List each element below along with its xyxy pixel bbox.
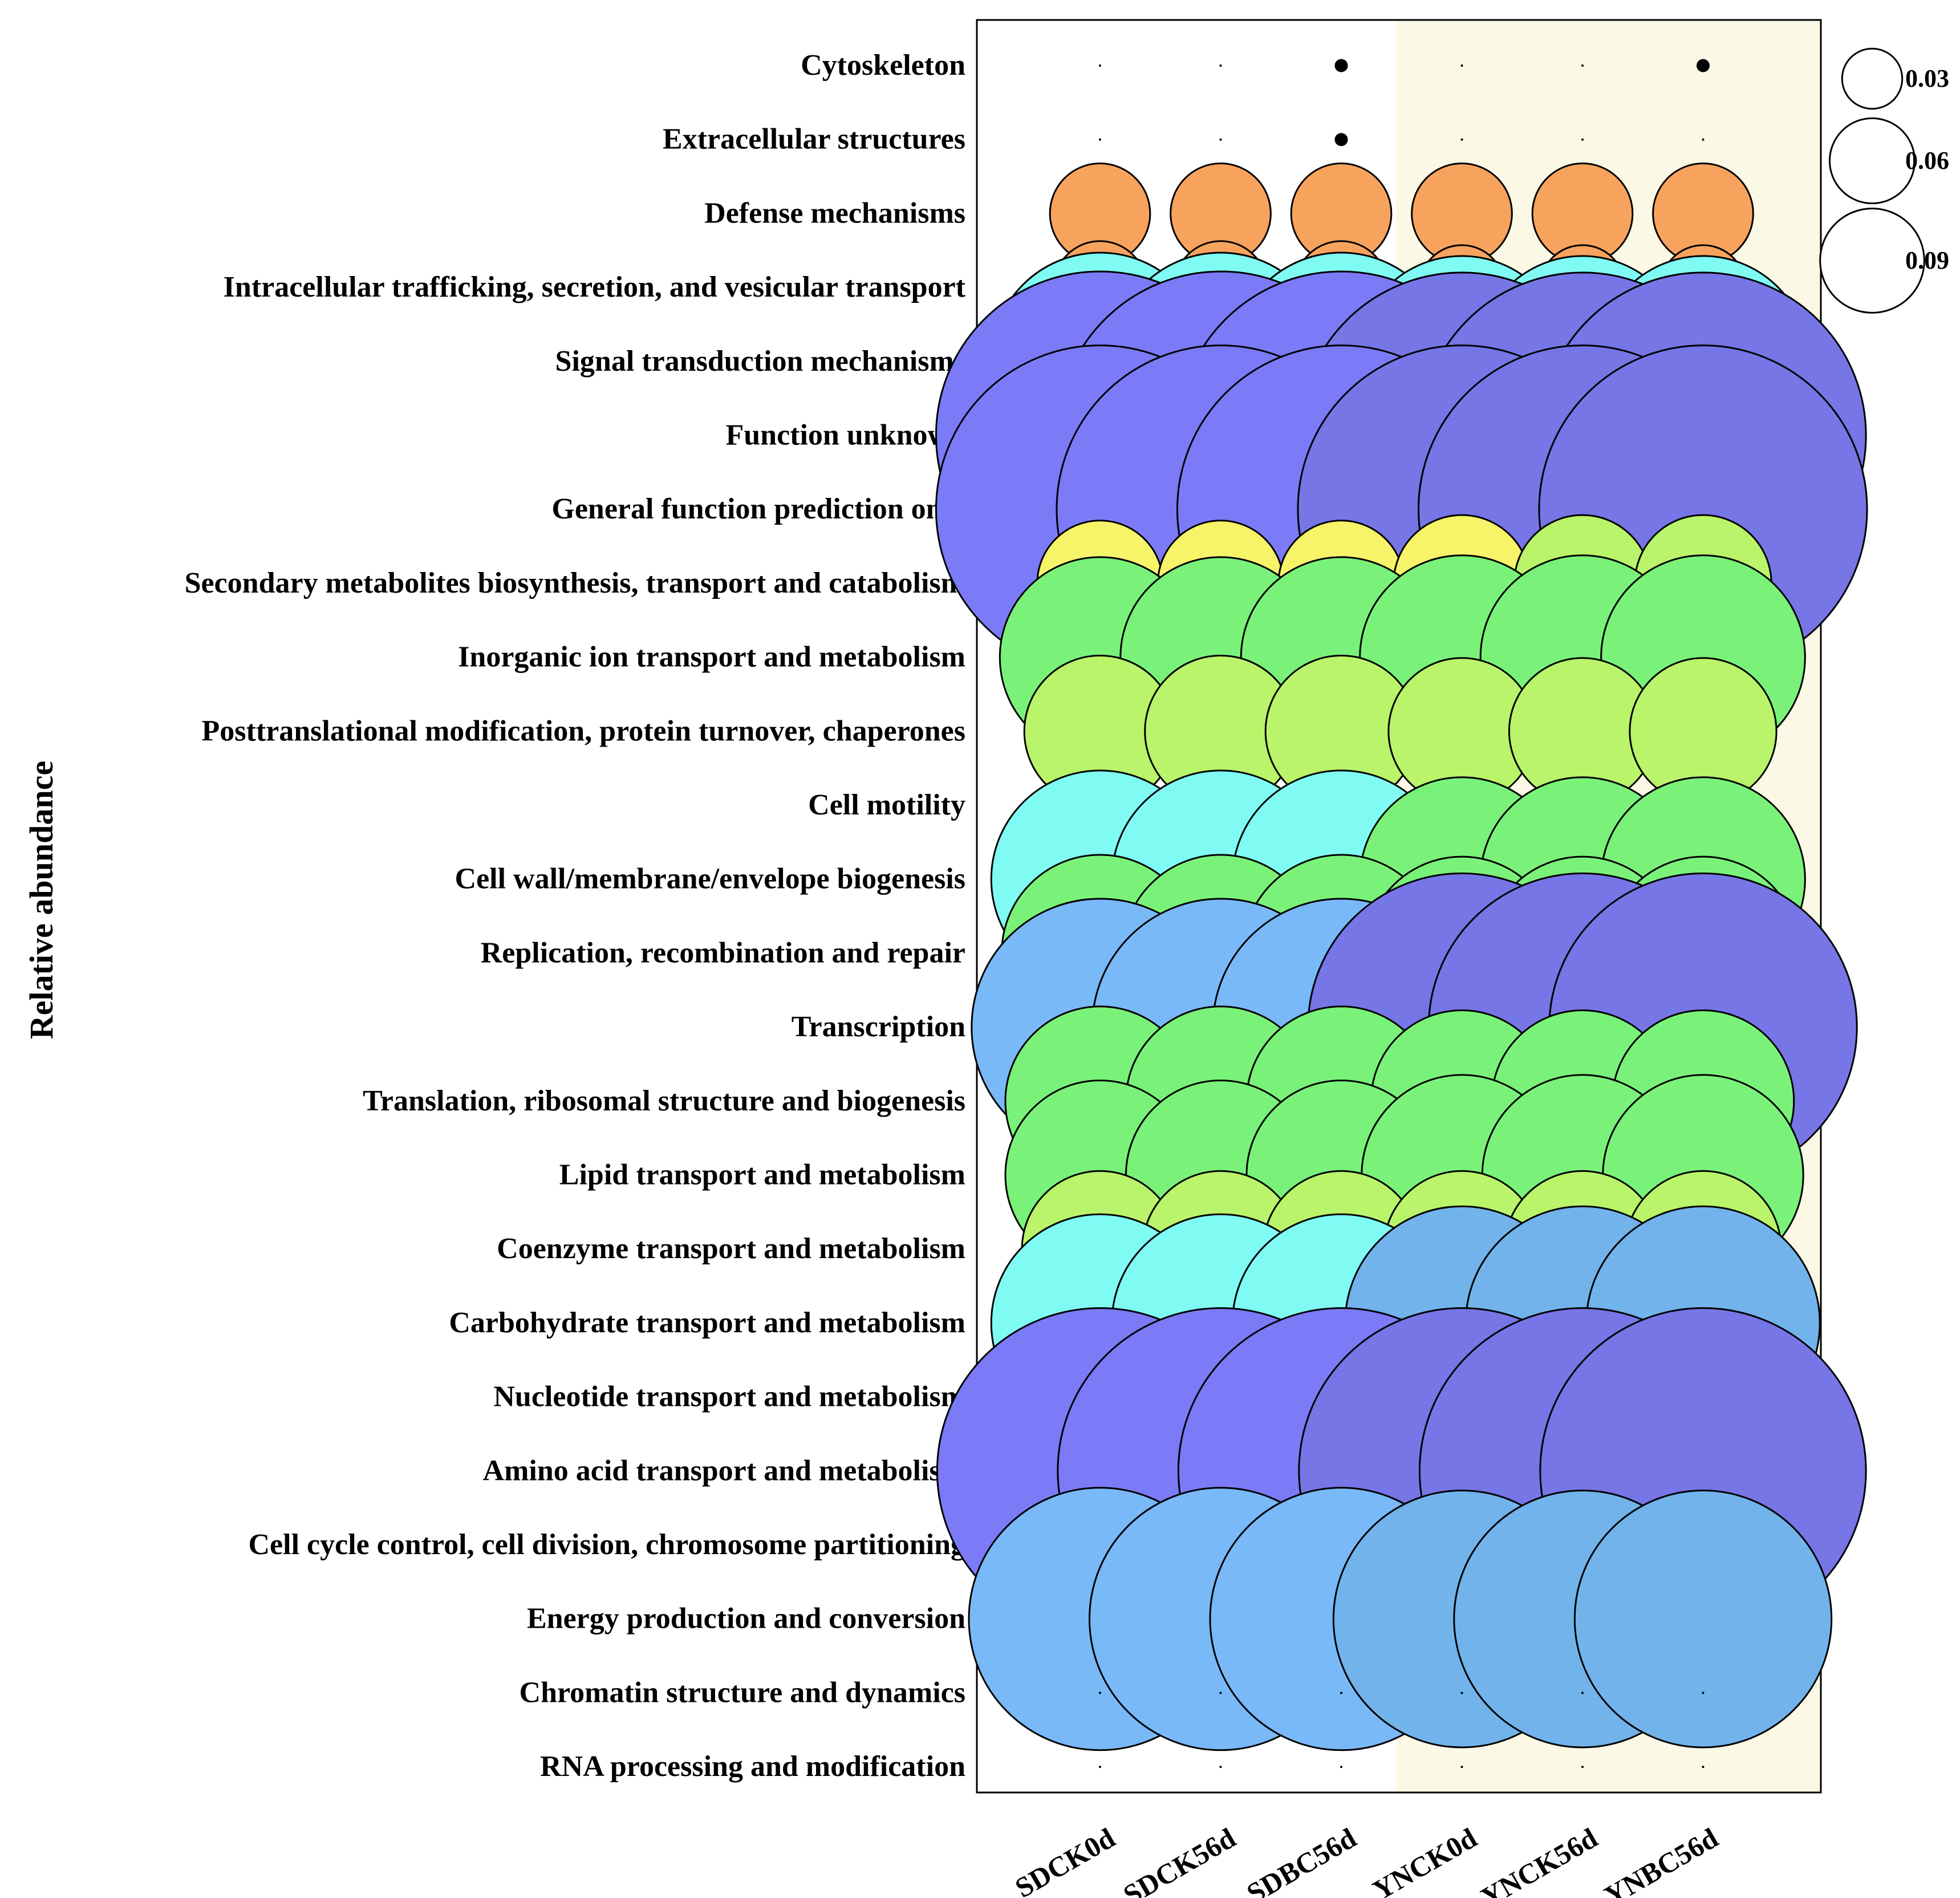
bubble bbox=[1581, 138, 1584, 141]
legend-size-circle bbox=[1819, 208, 1925, 314]
legend-size-circle bbox=[1828, 117, 1916, 205]
bubble bbox=[1697, 59, 1710, 72]
bubble bbox=[1340, 1766, 1342, 1769]
y-tick-label: Posttranslational modification, protein … bbox=[202, 715, 965, 747]
y-tick-label: Signal transduction mechanisms bbox=[555, 345, 965, 378]
y-tick-label: Cell wall/membrane/envelope biogenesis bbox=[455, 863, 965, 895]
bubble bbox=[1460, 64, 1463, 67]
bubble bbox=[1219, 138, 1222, 141]
y-tick-label: Function unknown bbox=[725, 419, 965, 452]
bubble bbox=[1340, 1692, 1342, 1694]
y-tick-label: Carbohydrate transport and metabolism bbox=[449, 1307, 965, 1339]
y-tick-label: Replication, recombination and repair bbox=[481, 936, 965, 969]
legend-size-label: 0.06 bbox=[1905, 147, 1949, 175]
x-tick-label: SDCK56d bbox=[1118, 1822, 1241, 1898]
x-tick-label: SDCK0d bbox=[1009, 1822, 1120, 1898]
legend-size-label: 0.03 bbox=[1905, 64, 1949, 92]
x-tick-label: YNCK0d bbox=[1367, 1822, 1482, 1898]
bubble bbox=[1219, 64, 1222, 67]
bubble bbox=[1099, 64, 1101, 67]
bubble bbox=[1334, 59, 1348, 72]
bubble bbox=[1581, 1766, 1584, 1769]
bubble bbox=[1334, 133, 1348, 147]
y-tick-label: Nucleotide transport and metabolism bbox=[493, 1381, 965, 1413]
y-tick-label: Translation, ribosomal structure and bio… bbox=[363, 1085, 965, 1117]
y-tick-label: Cell motility bbox=[808, 789, 965, 821]
bubble bbox=[1460, 138, 1463, 141]
y-tick-label: Chromatin structure and dynamics bbox=[520, 1676, 965, 1709]
bubble bbox=[1581, 1692, 1584, 1694]
y-tick-label: Coenzyme transport and metabolism bbox=[497, 1232, 965, 1265]
y-tick-label: Extracellular structures bbox=[663, 123, 965, 156]
bubble bbox=[1702, 1766, 1705, 1769]
y-tick-label: Amino acid transport and metabolism bbox=[483, 1454, 965, 1487]
y-axis-label: Relative abundance bbox=[23, 761, 60, 1039]
size-legend: 0.03 0.06 0.09 bbox=[1819, 47, 1949, 314]
bubble bbox=[1573, 1490, 1833, 1749]
bubble bbox=[1099, 1692, 1101, 1694]
y-tick-label: Transcription bbox=[792, 1011, 965, 1043]
y-tick-label: Energy production and conversion bbox=[527, 1603, 965, 1635]
bubble bbox=[1581, 64, 1584, 67]
y-tick-label: Defense mechanisms bbox=[704, 197, 965, 229]
bubble bbox=[1702, 1692, 1705, 1694]
legend-size-label: 0.09 bbox=[1905, 246, 1949, 274]
plot-frame bbox=[976, 19, 1822, 1794]
y-tick-label: Lipid transport and metabolism bbox=[559, 1159, 965, 1191]
bubble bbox=[1460, 1766, 1463, 1769]
x-tick-label: YNCK56d bbox=[1476, 1822, 1603, 1898]
legend-size-circle bbox=[1841, 47, 1904, 110]
bubble bbox=[1219, 1692, 1222, 1694]
y-tick-label: Cytoskeleton bbox=[801, 49, 965, 82]
y-tick-label: Cell cycle control, cell division, chrom… bbox=[249, 1528, 966, 1561]
bubble bbox=[1099, 1766, 1101, 1769]
y-tick-label: General function prediction only bbox=[551, 493, 965, 525]
x-tick-label: SDBC56d bbox=[1241, 1822, 1362, 1898]
y-tick-label: Intracellular trafficking, secretion, an… bbox=[224, 271, 966, 303]
y-tick-label: RNA processing and modification bbox=[540, 1750, 965, 1783]
bubble bbox=[1460, 1692, 1463, 1694]
bubble bbox=[1099, 138, 1101, 141]
bubble bbox=[1219, 1766, 1222, 1769]
bubble bbox=[1702, 138, 1705, 141]
y-tick-label: Secondary metabolites biosynthesis, tran… bbox=[185, 567, 965, 599]
y-tick-label: Inorganic ion transport and metabolism bbox=[458, 641, 965, 674]
x-tick-label: YNBC56d bbox=[1599, 1822, 1723, 1898]
